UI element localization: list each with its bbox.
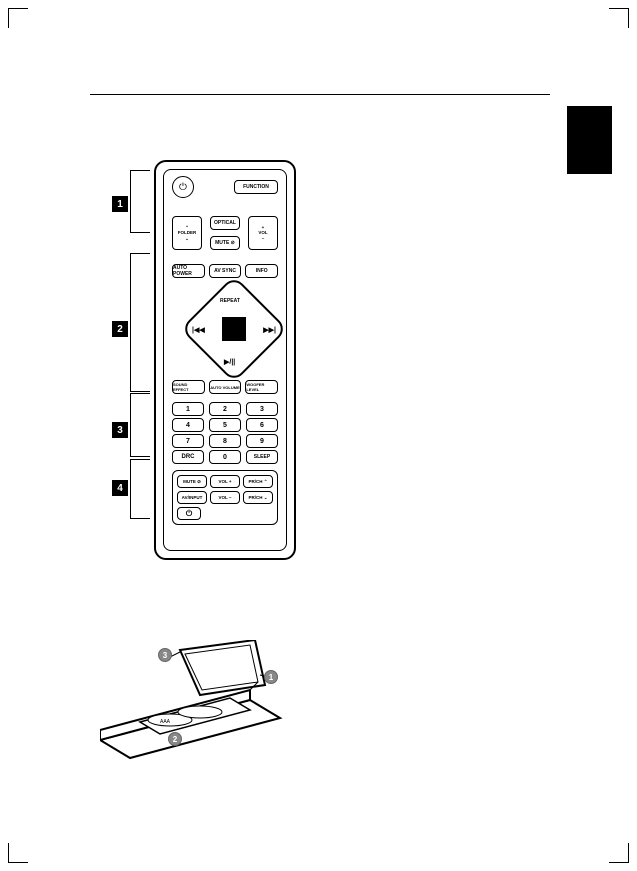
tv-mute-button[interactable]: MUTE ⊘	[177, 475, 207, 488]
mute-button[interactable]: MUTE ⊘	[210, 236, 240, 250]
function-button[interactable]: FUNCTION	[234, 180, 278, 194]
woofer-level-button[interactable]: WOOFER LEVEL	[245, 380, 278, 394]
header-divider	[90, 94, 550, 95]
auto-power-button[interactable]: AUTO POWER	[172, 264, 205, 278]
number-pad: 1 2 3 4 5 6 7 8 9 DRC 0 SLEEP	[172, 402, 278, 464]
folder-button[interactable]: ⌃ FOLDER ⌄	[172, 216, 202, 250]
num-9-button[interactable]: 9	[246, 434, 278, 448]
next-button[interactable]: ▶▶|	[263, 326, 276, 334]
drc-button[interactable]: DRC	[172, 450, 204, 464]
num-6-button[interactable]: 6	[246, 418, 278, 432]
num-8-button[interactable]: 8	[209, 434, 241, 448]
sleep-button[interactable]: SLEEP	[246, 450, 278, 464]
battery-diagram: AAA 1 2 3	[100, 640, 300, 760]
remote-inner: ⏻ FUNCTION ⌃ FOLDER ⌄ OPTICAL MUTE ⊘ + V…	[163, 169, 287, 551]
crop-mark-tr	[609, 8, 629, 28]
crop-mark-br	[609, 843, 629, 863]
callout-4: 4	[112, 480, 128, 496]
tv-control-box: MUTE ⊘ VOL + PR/CH ⌃ AV/INPUT VOL − PR/C…	[172, 470, 278, 525]
num-1-button[interactable]: 1	[172, 402, 204, 416]
sound-effect-button[interactable]: SOUND EFFECT	[172, 380, 205, 394]
num-4-button[interactable]: 4	[172, 418, 204, 432]
page-side-tab	[567, 106, 612, 174]
info-button[interactable]: INFO	[245, 264, 278, 278]
callout-3: 3	[112, 422, 128, 438]
repeat-button[interactable]: REPEAT	[220, 298, 240, 304]
callout-bracket-2	[130, 253, 150, 392]
auto-volume-button[interactable]: AUTO VOLUME	[209, 380, 242, 394]
callout-bracket-1	[130, 170, 150, 233]
battery-step-1: 1	[264, 670, 278, 684]
num-0-button[interactable]: 0	[209, 450, 241, 464]
num-5-button[interactable]: 5	[209, 418, 241, 432]
callout-2: 2	[112, 321, 128, 337]
optical-button[interactable]: OPTICAL	[210, 216, 240, 230]
crop-mark-tl	[8, 8, 28, 28]
num-2-button[interactable]: 2	[209, 402, 241, 416]
battery-label: AAA	[160, 719, 171, 725]
callout-bracket-3	[130, 393, 150, 457]
callout-bracket-4	[130, 459, 150, 519]
av-sync-button[interactable]: AV SYNC	[209, 264, 242, 278]
num-3-button[interactable]: 3	[246, 402, 278, 416]
battery-step-2: 2	[168, 732, 182, 746]
navigation-pad: REPEAT |◀◀ ▶▶| ▶/||	[182, 284, 286, 374]
vol-minus-icon: −	[262, 236, 265, 241]
remote-control: ⏻ FUNCTION ⌃ FOLDER ⌄ OPTICAL MUTE ⊘ + V…	[154, 160, 296, 560]
prev-button[interactable]: |◀◀	[192, 326, 205, 334]
tv-vol-down-button[interactable]: VOL −	[210, 491, 240, 504]
battery-step-3: 3	[158, 648, 172, 662]
tv-power-button[interactable]: ⏻	[177, 507, 201, 520]
num-7-button[interactable]: 7	[172, 434, 204, 448]
tv-vol-up-button[interactable]: VOL +	[210, 475, 240, 488]
play-pause-button[interactable]: ▶/||	[224, 358, 235, 366]
power-icon: ⏻	[179, 182, 187, 193]
crop-mark-bl	[8, 843, 28, 863]
folder-down-icon: ⌄	[185, 236, 189, 241]
callout-1: 1	[112, 196, 128, 212]
power-button[interactable]: ⏻	[172, 176, 194, 198]
tv-ch-up-button[interactable]: PR/CH ⌃	[243, 475, 273, 488]
battery-svg: AAA	[100, 640, 300, 760]
stop-button[interactable]	[222, 317, 246, 341]
tv-input-button[interactable]: AV/INPUT	[177, 491, 207, 504]
tv-ch-down-button[interactable]: PR/CH ⌄	[243, 491, 273, 504]
volume-button[interactable]: + VOL −	[248, 216, 278, 250]
